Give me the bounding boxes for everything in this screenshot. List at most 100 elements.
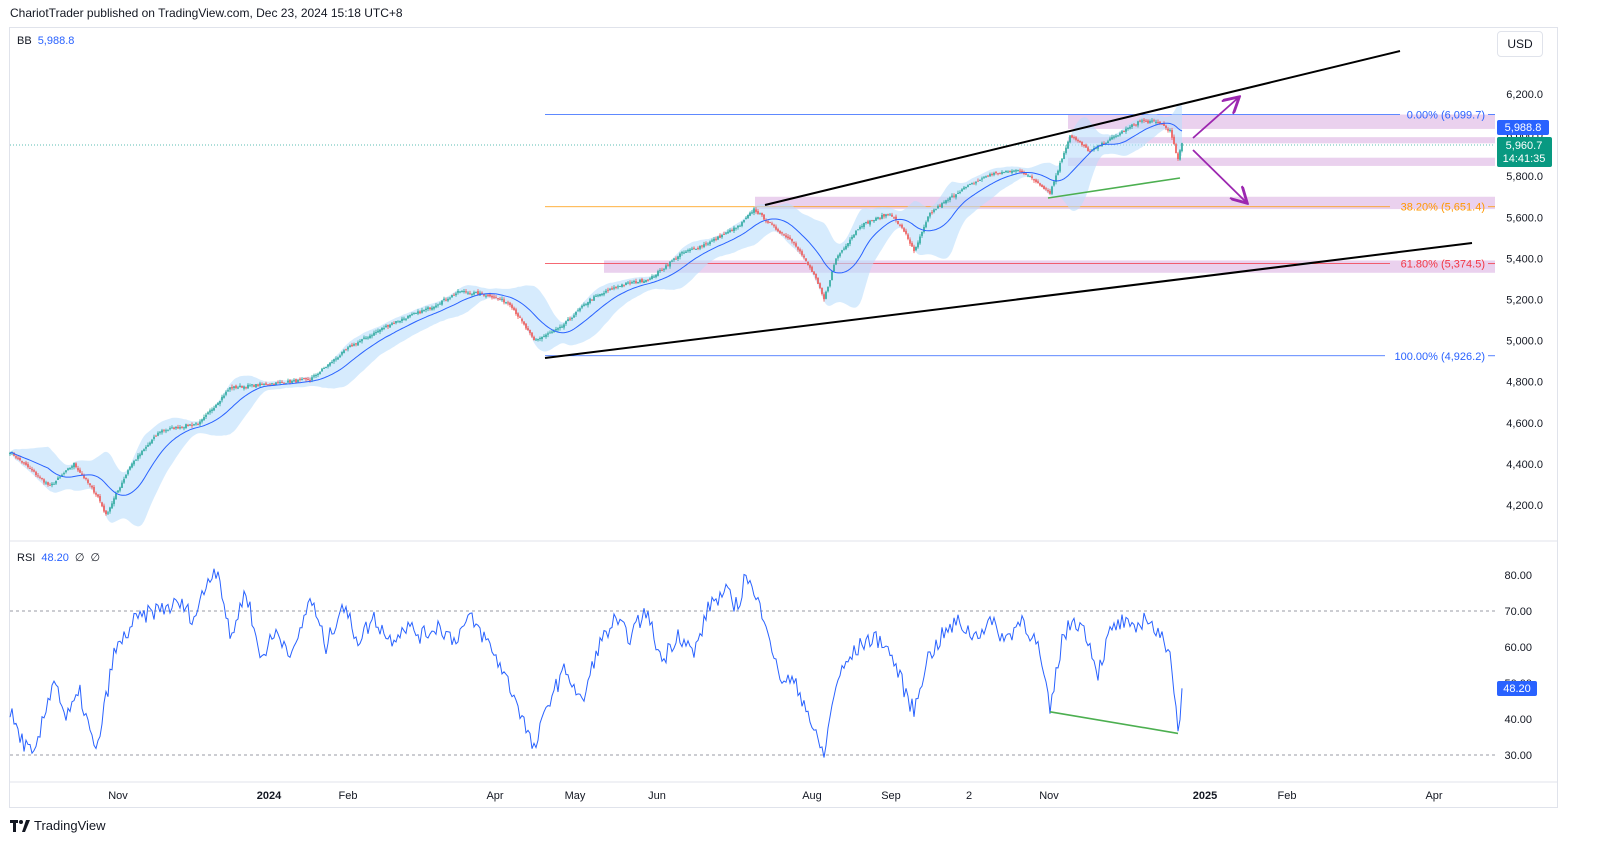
candle <box>885 214 887 217</box>
candle <box>929 212 931 217</box>
price-zone <box>604 260 1495 273</box>
candle <box>707 243 709 245</box>
candle <box>593 296 595 301</box>
candle <box>1121 131 1123 134</box>
candle <box>149 442 151 445</box>
candle <box>265 383 267 385</box>
candle <box>205 414 207 417</box>
candle <box>1143 119 1145 121</box>
candle <box>37 475 39 477</box>
candle <box>793 242 795 244</box>
candle <box>211 409 213 411</box>
candle <box>737 225 739 228</box>
candle <box>51 483 53 486</box>
candle <box>451 295 453 298</box>
candle <box>455 293 457 296</box>
candle <box>533 336 535 341</box>
candle <box>629 282 631 284</box>
candle <box>53 483 55 485</box>
candle <box>295 379 297 383</box>
candle <box>973 183 975 185</box>
candle <box>1001 172 1003 174</box>
candle <box>965 186 967 188</box>
candle <box>1009 171 1011 173</box>
candle <box>181 426 183 428</box>
candle <box>947 199 949 201</box>
bb-legend[interactable]: BB 5,988.8 <box>17 35 74 47</box>
price-tick-label: 4,200.0 <box>1506 500 1543 512</box>
candle <box>1167 128 1169 131</box>
candle <box>1111 137 1113 140</box>
candle <box>347 347 349 350</box>
chart-frame[interactable] <box>9 27 1558 808</box>
candle <box>865 221 867 223</box>
candle <box>1135 124 1137 126</box>
candle <box>847 243 849 247</box>
candle <box>491 295 493 298</box>
candle <box>519 316 521 318</box>
candle <box>783 234 785 236</box>
candle <box>545 334 547 337</box>
candle <box>33 470 35 472</box>
candle <box>189 424 191 426</box>
candle <box>855 230 857 235</box>
candle <box>229 387 231 390</box>
candle <box>255 384 257 388</box>
footer-brand[interactable]: TradingView <box>10 818 106 833</box>
rsi-legend-name: RSI <box>17 552 36 564</box>
candle <box>399 320 401 323</box>
candle <box>241 385 243 388</box>
candle <box>337 357 339 360</box>
candle <box>73 462 75 468</box>
price-tick-label: 4,400.0 <box>1506 459 1543 471</box>
candle <box>25 462 27 465</box>
candle <box>635 281 637 283</box>
candle <box>63 473 65 475</box>
candle <box>921 231 923 236</box>
rsi-legend[interactable]: RSI 48.20 ∅ ∅ <box>17 551 100 564</box>
candle <box>735 227 737 229</box>
candle <box>665 265 667 269</box>
rsi-legend-extra-1: ∅ <box>74 552 85 564</box>
candle <box>845 245 847 250</box>
candle <box>503 299 505 303</box>
candle <box>1149 121 1151 123</box>
candle <box>723 233 725 235</box>
candle <box>535 339 537 341</box>
candle <box>257 384 259 386</box>
bb-legend-value: 5,988.8 <box>37 35 75 47</box>
candle <box>1029 176 1031 178</box>
candle <box>507 302 509 304</box>
candle <box>1049 190 1051 194</box>
candle <box>271 383 273 385</box>
candle <box>919 236 921 244</box>
candle <box>353 344 355 346</box>
candle <box>269 384 271 386</box>
candle <box>1067 141 1069 149</box>
fib-level-label: 38.20% (5,651.4) <box>1401 202 1485 214</box>
candle <box>681 252 683 254</box>
time-tick-label: 2024 <box>257 790 282 802</box>
candle <box>163 429 165 431</box>
candle <box>221 396 223 401</box>
candle <box>483 294 485 296</box>
candle <box>409 315 411 317</box>
rsi-line <box>9 568 1183 758</box>
candle <box>155 435 157 437</box>
candle <box>175 426 177 429</box>
candle <box>1173 136 1175 145</box>
candle <box>357 342 359 346</box>
candle <box>553 330 555 333</box>
candle <box>425 308 427 311</box>
candle <box>539 338 541 340</box>
currency-button[interactable]: USD <box>1497 31 1543 57</box>
candle <box>923 226 925 232</box>
candle <box>763 214 765 220</box>
candle <box>605 290 607 293</box>
trendline-layer <box>544 50 1473 359</box>
candle <box>599 294 601 296</box>
candle <box>927 216 929 222</box>
candle <box>153 436 155 439</box>
candle <box>401 318 403 322</box>
